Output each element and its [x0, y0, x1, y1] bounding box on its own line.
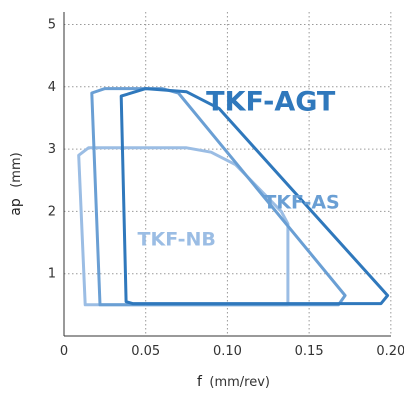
- region-outline-tkf-agt: [119, 87, 390, 306]
- x-tick-label: 0.20: [376, 344, 404, 359]
- tick-labels: 1 2 3 4 5 0 0.05 0.10 0.15 0.20: [48, 17, 404, 359]
- region-outline-tkf-nb: [77, 146, 290, 307]
- region-label-tkf-agt: TKF-AGT: [206, 86, 336, 117]
- axes: [63, 12, 391, 337]
- region-label-tkf-as: TKF-AS: [263, 191, 339, 213]
- region-labels: TKF-AGT TKF-AS TKF-NB: [138, 86, 340, 250]
- x-tick-label: 0.10: [213, 344, 242, 359]
- y-axis-symbol: ap: [8, 198, 24, 216]
- region-label-tkf-nb: TKF-NB: [138, 229, 216, 251]
- y-tick-label: 4: [48, 80, 56, 95]
- x-tick-label: 0: [60, 344, 68, 359]
- plot-regions: [77, 87, 390, 307]
- x-tick-label: 0.05: [131, 344, 160, 359]
- y-tick-label: 1: [48, 267, 56, 282]
- grid: [64, 12, 392, 336]
- y-tick-label: 2: [48, 204, 56, 219]
- y-tick-label: 5: [48, 17, 56, 32]
- x-axis-unit: (mm/rev): [209, 375, 270, 390]
- y-axis-unit: (mm): [9, 152, 24, 187]
- y-tick-label: 3: [48, 142, 56, 157]
- x-axis-symbol: f: [197, 374, 203, 390]
- x-tick-label: 0.15: [295, 344, 324, 359]
- y-axis-title: ap (mm): [8, 152, 24, 215]
- x-axis-title: f (mm/rev): [197, 374, 270, 390]
